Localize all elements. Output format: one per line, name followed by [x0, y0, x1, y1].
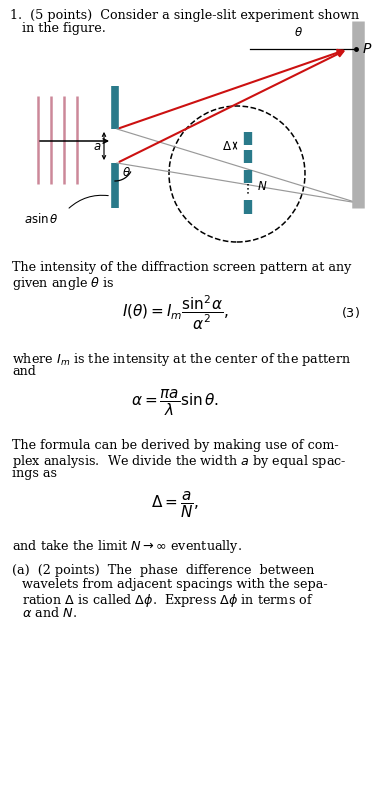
- Text: $a$: $a$: [93, 139, 101, 152]
- Text: $\alpha = \dfrac{\pi a}{\lambda}\sin\theta.$: $\alpha = \dfrac{\pi a}{\lambda}\sin\the…: [131, 388, 219, 418]
- Text: ings as: ings as: [12, 467, 57, 480]
- Text: in the figure.: in the figure.: [22, 22, 106, 35]
- Text: $\theta$: $\theta$: [294, 26, 303, 39]
- Text: $\Delta = \dfrac{a}{N},$: $\Delta = \dfrac{a}{N},$: [151, 490, 199, 520]
- Text: The formula can be derived by making use of com-: The formula can be derived by making use…: [12, 439, 338, 452]
- Text: $\alpha$ and $N$.: $\alpha$ and $N$.: [22, 606, 77, 620]
- Text: (a)  (2 points)  The  phase  difference  between: (a) (2 points) The phase difference betw…: [12, 564, 315, 577]
- Text: ration $\Delta$ is called $\Delta\phi$.  Express $\Delta\phi$ in terms of: ration $\Delta$ is called $\Delta\phi$. …: [22, 592, 314, 609]
- Text: $\theta$: $\theta$: [122, 166, 131, 179]
- Text: $N$: $N$: [257, 180, 267, 193]
- Text: The intensity of the diffraction screen pattern at any: The intensity of the diffraction screen …: [12, 261, 352, 274]
- Text: wavelets from adjacent spacings with the sepa-: wavelets from adjacent spacings with the…: [22, 578, 328, 591]
- Text: $(3)$: $(3)$: [341, 305, 360, 321]
- Text: and: and: [12, 365, 36, 378]
- Text: where $I_m$ is the intensity at the center of the pattern: where $I_m$ is the intensity at the cent…: [12, 351, 351, 368]
- Text: given angle $\theta$ is: given angle $\theta$ is: [12, 275, 115, 292]
- Text: plex analysis.  We divide the width $a$ by equal spac-: plex analysis. We divide the width $a$ b…: [12, 453, 347, 470]
- Text: and take the limit $N \to \infty$ eventually.: and take the limit $N \to \infty$ eventu…: [12, 538, 242, 555]
- Text: $a\sin\theta$: $a\sin\theta$: [24, 212, 59, 226]
- Text: $I(\theta) = I_m\dfrac{\sin^2\!\alpha}{\alpha^2},$: $I(\theta) = I_m\dfrac{\sin^2\!\alpha}{\…: [122, 294, 228, 332]
- Text: $P$: $P$: [362, 42, 373, 56]
- Text: 1.  (5 points)  Consider a single-slit experiment shown: 1. (5 points) Consider a single-slit exp…: [10, 9, 359, 22]
- Text: $\Delta$: $\Delta$: [222, 140, 232, 153]
